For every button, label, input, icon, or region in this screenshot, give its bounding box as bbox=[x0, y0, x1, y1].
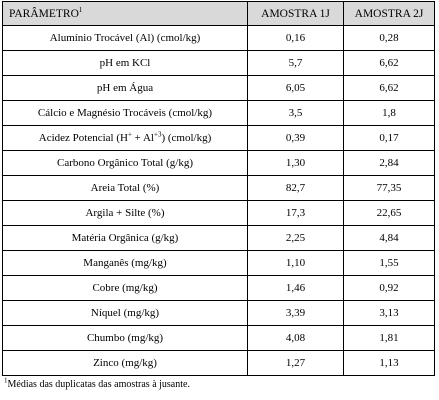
amostra-1j-cell: 4,08 bbox=[247, 325, 344, 351]
header-row: PARÂMETRO1 AMOSTRA 1J AMOSTRA 2J bbox=[2, 1, 435, 26]
amostra-1j-cell: 82,7 bbox=[247, 175, 344, 201]
header-amostra-2j: AMOSTRA 2J bbox=[343, 1, 435, 26]
amostra-2j-cell: 1,55 bbox=[343, 250, 435, 276]
amostra-2j-cell: 4,84 bbox=[343, 225, 435, 251]
amostra-2j-cell: 1,81 bbox=[343, 325, 435, 351]
parameter-cell: Alumínio Trocável (Al) (cmol/kg) bbox=[2, 25, 248, 51]
amostra-2j-cell: 0,17 bbox=[343, 125, 435, 151]
footnote-marker: 1 bbox=[4, 376, 8, 385]
parameter-cell: Argila + Silte (%) bbox=[2, 200, 248, 226]
amostra-2j-cell: 3,13 bbox=[343, 300, 435, 326]
table-row: Areia Total (%) 82,7 77,35 bbox=[2, 175, 435, 201]
parameter-cell: Manganês (mg/kg) bbox=[2, 250, 248, 276]
table-row: Cálcio e Magnésio Trocáveis (cmol/kg) 3,5… bbox=[2, 100, 435, 126]
parameter-cell: pH em KCl bbox=[2, 50, 248, 76]
amostra-2j-cell: 22,65 bbox=[343, 200, 435, 226]
header-footnote-marker: 1 bbox=[78, 5, 83, 14]
soil-parameters-document: PARÂMETRO1 AMOSTRA 1J AMOSTRA 2J Alumíni… bbox=[2, 1, 435, 390]
table-row: Níquel (mg/kg) 3,39 3,13 bbox=[2, 300, 435, 326]
amostra-2j-cell: 2,84 bbox=[343, 150, 435, 176]
amostra-1j-cell: 1,46 bbox=[247, 275, 344, 301]
amostra-1j-cell: 2,25 bbox=[247, 225, 344, 251]
amostra-2j-cell: 0,28 bbox=[343, 25, 435, 51]
amostra-1j-cell: 17,3 bbox=[247, 200, 344, 226]
footnote: 1Médias das duplicatas das amostras à ju… bbox=[2, 376, 435, 390]
table-row: pH em Água 6,05 6,62 bbox=[2, 75, 435, 101]
table-row: Acidez Potencial (H+ + Al+3) (cmol/kg) 0,… bbox=[2, 125, 435, 151]
table-row: Cobre (mg/kg) 1,46 0,92 bbox=[2, 275, 435, 301]
amostra-1j-cell: 3,5 bbox=[247, 100, 344, 126]
parameter-cell: Cálcio e Magnésio Trocáveis (cmol/kg) bbox=[2, 100, 248, 126]
amostra-2j-cell: 77,35 bbox=[343, 175, 435, 201]
amostra-1j-cell: 5,7 bbox=[247, 50, 344, 76]
amostra-2j-cell: 6,62 bbox=[343, 75, 435, 101]
table-row: Chumbo (mg/kg) 4,08 1,81 bbox=[2, 325, 435, 351]
table-row: Matéria Orgânica (g/kg) 2,25 4,84 bbox=[2, 225, 435, 251]
parameter-cell: Cobre (mg/kg) bbox=[2, 275, 248, 301]
parameter-cell: Carbono Orgânico Total (g/kg) bbox=[2, 150, 248, 176]
parameter-cell: Chumbo (mg/kg) bbox=[2, 325, 248, 351]
amostra-1j-cell: 6,05 bbox=[247, 75, 344, 101]
header-amostra-1j: AMOSTRA 1J bbox=[247, 1, 344, 26]
parameter-cell: Níquel (mg/kg) bbox=[2, 300, 248, 326]
amostra-2j-cell: 6,62 bbox=[343, 50, 435, 76]
amostra-1j-cell: 0,39 bbox=[247, 125, 344, 151]
amostra-1j-cell: 0,16 bbox=[247, 25, 344, 51]
amostra-1j-cell: 3,39 bbox=[247, 300, 344, 326]
amostra-1j-cell: 1,10 bbox=[247, 250, 344, 276]
parameter-cell: Matéria Orgânica (g/kg) bbox=[2, 225, 248, 251]
table-row: pH em KCl 5,7 6,62 bbox=[2, 50, 435, 76]
table-row: Carbono Orgânico Total (g/kg) 1,30 2,84 bbox=[2, 150, 435, 176]
table-row: Zinco (mg/kg) 1,27 1,13 bbox=[2, 350, 435, 376]
soil-parameters-table: PARÂMETRO1 AMOSTRA 1J AMOSTRA 2J Alumíni… bbox=[2, 1, 435, 376]
table-row: Alumínio Trocável (Al) (cmol/kg) 0,16 0,28 bbox=[2, 25, 435, 51]
parameter-cell: Zinco (mg/kg) bbox=[2, 350, 248, 376]
amostra-1j-cell: 1,27 bbox=[247, 350, 344, 376]
amostra-1j-cell: 1,30 bbox=[247, 150, 344, 176]
table-row: Manganês (mg/kg) 1,10 1,55 bbox=[2, 250, 435, 276]
parameter-cell: Acidez Potencial (H+ + Al+3) (cmol/kg) bbox=[2, 125, 248, 151]
amostra-2j-cell: 1,8 bbox=[343, 100, 435, 126]
header-parametro: PARÂMETRO1 bbox=[2, 1, 248, 26]
amostra-2j-cell: 1,13 bbox=[343, 350, 435, 376]
parameter-cell: Areia Total (%) bbox=[2, 175, 248, 201]
amostra-2j-cell: 0,92 bbox=[343, 275, 435, 301]
table-row: Argila + Silte (%) 17,3 22,65 bbox=[2, 200, 435, 226]
footnote-text: Médias das duplicatas das amostras à jus… bbox=[7, 379, 190, 390]
table-header: PARÂMETRO1 AMOSTRA 1J AMOSTRA 2J bbox=[2, 1, 435, 26]
table-body: Alumínio Trocável (Al) (cmol/kg) 0,16 0,28… bbox=[2, 25, 435, 376]
parameter-cell: pH em Água bbox=[2, 75, 248, 101]
